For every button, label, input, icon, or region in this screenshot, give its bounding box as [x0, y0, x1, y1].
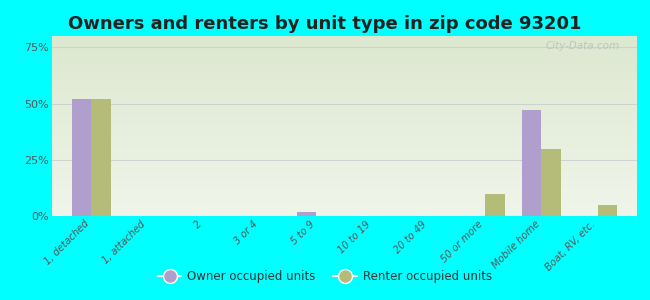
- Bar: [92, 99, 111, 216]
- Bar: [296, 212, 317, 216]
- Text: Owners and renters by unit type in zip code 93201: Owners and renters by unit type in zip c…: [68, 15, 582, 33]
- Bar: [72, 99, 92, 216]
- Bar: [597, 205, 618, 216]
- Text: City-Data.com: City-Data.com: [545, 41, 619, 51]
- Legend: Owner occupied units, Renter occupied units: Owner occupied units, Renter occupied un…: [153, 266, 497, 288]
- Bar: [541, 148, 561, 216]
- Bar: [522, 110, 541, 216]
- Bar: [485, 194, 505, 216]
